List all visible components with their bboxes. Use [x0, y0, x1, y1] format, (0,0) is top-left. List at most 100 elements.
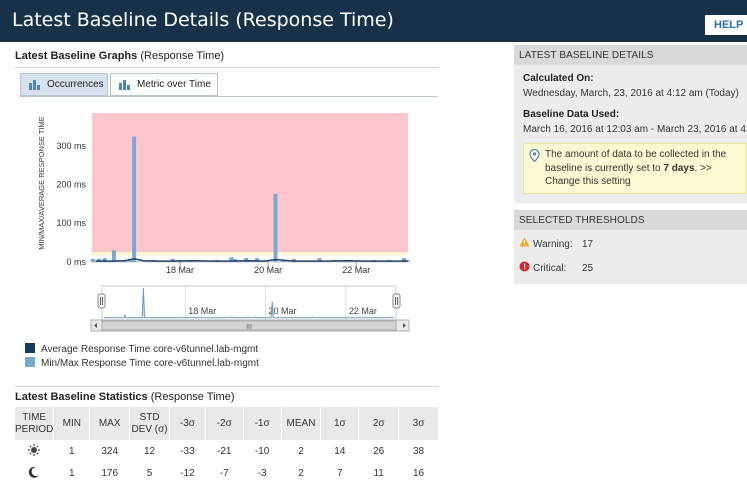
baseline-info-note: The amount of data to be collected in th… — [523, 143, 747, 194]
table-row: 1 324 12 -33 -21 -10 2 14 26 38 — [15, 440, 439, 462]
warning-threshold-band — [92, 252, 408, 256]
warning-icon — [519, 237, 530, 247]
baseline-statistics-table: TIME PERIOD MIN MAX STD DEV (σ) -3σ -2σ … — [15, 407, 439, 484]
y-tick-label: 0 ms — [66, 257, 86, 267]
tab-occurrences[interactable]: Occurrences — [20, 73, 108, 96]
critical-icon — [519, 261, 530, 272]
navigator-line — [103, 287, 395, 319]
warning-label: Warning: — [533, 239, 573, 250]
time-navigator[interactable]: 18 Mar 20 Mar 22 Mar III — [90, 284, 410, 334]
col-header: -1σ — [243, 407, 282, 440]
table-cell: 11 — [373, 467, 384, 479]
table-row: 1 176 5 -12 -7 -3 2 7 11 16 — [15, 462, 439, 484]
change-setting-link[interactable]: >> Change this setting — [545, 162, 712, 188]
table-cell: 176 — [101, 467, 119, 479]
tab-underline — [20, 96, 438, 97]
warning-value: 17 — [582, 239, 594, 250]
table-cell: -3 — [257, 467, 267, 479]
minmax-bar — [132, 136, 137, 262]
location-pin-icon — [529, 149, 540, 162]
minmax-bar — [128, 260, 133, 262]
navigator-tick-label: 22 Mar — [349, 306, 377, 316]
graphs-section-title: Latest Baseline Graphs (Response Time) — [15, 50, 224, 62]
navigator-right-handle[interactable] — [392, 293, 401, 309]
scrollbar-thumb[interactable] — [101, 320, 397, 331]
scrollbar-grip: III — [246, 324, 252, 331]
stats-section-title: Latest Baseline Statistics (Response Tim… — [15, 391, 235, 403]
minmax-bar — [273, 193, 278, 262]
tab-metric-over-time[interactable]: Metric over Time — [110, 73, 218, 96]
baseline-data-label: Baseline Data Used: — [523, 109, 620, 120]
legend-swatch-average — [25, 343, 35, 353]
minmax-bar — [405, 259, 410, 262]
scroll-left-arrow-icon[interactable] — [94, 323, 97, 328]
graphs-title-rest: (Response Time) — [140, 50, 225, 62]
table-cell: -21 — [217, 445, 232, 457]
col-header: STD DEV (σ) — [129, 407, 170, 440]
x-tick-label: 20 Mar — [254, 265, 282, 275]
minmax-bar — [97, 258, 102, 262]
note-days: 7 days — [663, 162, 695, 174]
scroll-right-arrow-icon[interactable] — [403, 323, 406, 328]
average-line — [95, 258, 408, 262]
period-cell — [15, 440, 54, 462]
tab-metric-over-time-label: Metric over Time — [137, 79, 211, 90]
baseline-details-header: LATEST BASELINE DETAILS — [514, 45, 747, 65]
help-button[interactable]: HELP — [705, 15, 747, 35]
table-cell: 12 — [143, 445, 156, 457]
legend-swatch-minmax — [25, 357, 35, 367]
critical-threshold-row: Critical: 25 — [514, 258, 747, 282]
table-cell: 2 — [298, 467, 304, 479]
minmax-bar — [170, 258, 175, 262]
minmax-bar — [401, 258, 406, 262]
col-header: MAX — [89, 407, 131, 440]
critical-threshold-band — [92, 113, 408, 253]
stats-title-bold: Latest Baseline Statistics — [15, 391, 148, 403]
tab-occurrences-label: Occurrences — [47, 79, 104, 90]
calculated-on-value: Wednesday, March, 23, 2016 at 4:12 am (T… — [523, 88, 739, 99]
table-cell: 2 — [298, 445, 304, 457]
note-text: The amount of data to be collected in th… — [545, 149, 727, 174]
table-cell: -33 — [180, 445, 195, 457]
col-header: -3σ — [169, 407, 206, 440]
selected-thresholds-panel: SELECTED THRESHOLDS Warning: 17 Critical… — [514, 210, 747, 284]
minmax-bar — [317, 258, 322, 262]
baseline-data-value: March 16, 2016 at 12:03 am - March 23, 2… — [523, 124, 747, 135]
minmax-bar — [255, 258, 260, 262]
legend-item-minmax: Min/Max Response Time core-v6tunnel.lab-… — [25, 357, 259, 369]
x-tick-label: 22 Mar — [342, 265, 370, 275]
minmax-bar — [102, 258, 107, 262]
col-header: 3σ — [398, 407, 439, 440]
chart-icon — [29, 80, 40, 90]
x-tick-label: 18 Mar — [166, 265, 194, 275]
graphs-title-bold: Latest Baseline Graphs — [15, 50, 138, 62]
minmax-bar — [280, 259, 285, 262]
thresholds-header: SELECTED THRESHOLDS — [514, 210, 747, 230]
col-header: -2σ — [205, 407, 244, 440]
period-cell — [15, 462, 54, 484]
stats-divider — [15, 386, 439, 387]
moon-icon — [29, 466, 40, 478]
navigator-tick-label: 18 Mar — [188, 306, 216, 316]
col-header: TIME PERIOD — [15, 407, 55, 440]
response-time-chart: 300 ms 200 ms 100 ms 0 ms 18 Mar 20 Mar 22 Ma… — [37, 113, 410, 275]
critical-value: 25 — [582, 263, 594, 274]
navigator-tick-label: 20 Mar — [269, 306, 297, 316]
col-header: MEAN — [281, 407, 322, 440]
y-tick-label: 100 ms — [56, 218, 86, 228]
legend-item-average: Average Response Time core-v6tunnel.lab-… — [25, 343, 258, 355]
sun-icon — [28, 443, 41, 456]
table-header-row: TIME PERIOD MIN MAX STD DEV (σ) -3σ -2σ … — [15, 407, 439, 440]
table-cell: 324 — [101, 445, 119, 457]
navigator-left-handle[interactable] — [97, 293, 106, 309]
legend-label-minmax: Min/Max Response Time core-v6tunnel.lab-… — [41, 358, 259, 369]
table-cell: -10 — [254, 445, 270, 457]
note-sep: . — [694, 162, 701, 174]
minmax-bar — [90, 258, 95, 262]
col-header: 2σ — [358, 407, 400, 440]
page-title: Latest Baseline Details (Response Time) — [12, 9, 394, 31]
warning-threshold-row: Warning: 17 — [514, 234, 747, 258]
minmax-bar — [229, 257, 234, 262]
minmax-bar — [111, 250, 116, 262]
chart-icon — [119, 80, 130, 90]
